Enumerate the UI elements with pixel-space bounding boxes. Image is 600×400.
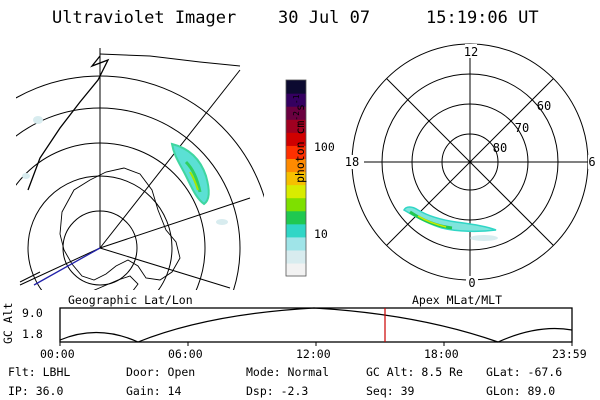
- colorbar-cell: [286, 93, 306, 107]
- gain-status: Gain: 14: [126, 384, 182, 398]
- intensity-colorbar: [285, 79, 307, 277]
- fov-boundary: [27, 55, 110, 191]
- fov-boundary: [99, 53, 241, 67]
- coastline: [93, 275, 139, 290]
- colorbar-cell: [286, 119, 306, 133]
- aurora-emission-polar: [403, 206, 498, 241]
- altitude-axis-label: GC Alt: [1, 302, 15, 344]
- mlat-label-70: 70: [515, 121, 529, 135]
- fov-boundary: [19, 271, 41, 283]
- geographic-map-panel: [16, 48, 264, 290]
- mlat-label-60: 60: [537, 99, 551, 113]
- time-tick-00: 00:00: [40, 347, 75, 361]
- colorbar-cell: [286, 80, 306, 94]
- colorbar-cell: [286, 197, 306, 212]
- sequence-status: Seq: 39: [366, 384, 415, 398]
- sunward-line: [33, 247, 101, 286]
- mlt-axis: [386, 78, 554, 246]
- colorbar-cell: [286, 236, 306, 251]
- observation-date: 30 Jul 07: [278, 8, 371, 28]
- colorbar-tick-10: 10: [314, 227, 328, 241]
- colorbar-cell: [286, 145, 306, 159]
- meridian-line: [99, 247, 231, 289]
- door-status: Door: Open: [126, 365, 196, 379]
- coastline: [59, 167, 181, 281]
- colorbar-cell: [286, 106, 306, 120]
- mlt-label-18: 18: [345, 155, 359, 169]
- mlt-label-0: 0: [468, 276, 475, 290]
- polar-mlat-mlt-plot: 12 6 0 18 60 70 80: [340, 43, 600, 290]
- gc-altitude-status: GC Alt: 8.5 Re: [366, 365, 463, 379]
- time-tick-2359: 23:59: [552, 347, 587, 361]
- meridian-line: [99, 69, 241, 249]
- apex-grid-label: Apex MLat/MLT: [412, 293, 503, 307]
- altitude-plot: [59, 307, 573, 346]
- colorbar-cell: [286, 262, 306, 277]
- latitude-circle: [16, 142, 206, 290]
- colorbar-cell: [286, 132, 306, 146]
- mlt-label-6: 6: [588, 155, 595, 169]
- instrument-title: Ultraviolet Imager: [52, 8, 237, 28]
- altitude-curve: [59, 307, 573, 343]
- geographic-grid-label: Geographic Lat/Lon: [68, 293, 193, 307]
- altitude-plot-frame: [59, 307, 573, 343]
- mlt-label-12: 12: [464, 45, 478, 59]
- colorbar-cell: [286, 184, 306, 199]
- dsp-status: Dsp: -2.3: [246, 384, 309, 398]
- observation-time: 15:19:06 UT: [426, 8, 539, 28]
- mode-status: Mode: Normal: [246, 365, 330, 379]
- mlat-label-80: 80: [493, 141, 507, 155]
- meridian-line: [19, 247, 101, 286]
- colorbar-tick-100: 100: [314, 140, 335, 154]
- time-tick-06: 06:00: [168, 347, 203, 361]
- colorbar-cell: [286, 210, 306, 225]
- colorbar-cell: [286, 158, 306, 173]
- meridian-line: [99, 197, 251, 249]
- geo-longitude-status: GLon: 89.0: [486, 384, 556, 398]
- filter-status: Flt: LBHL: [8, 365, 71, 379]
- colorbar-cells: [286, 80, 306, 277]
- colorbar-cell: [286, 171, 306, 186]
- colorbar-cell: [286, 249, 306, 264]
- ip-status: IP: 36.0: [8, 384, 64, 398]
- colorbar-cell: [286, 223, 306, 238]
- aurora-emission-geo: [22, 116, 228, 225]
- altitude-tick-1-8: 1.8: [22, 327, 43, 341]
- time-tick-12: 12:00: [296, 347, 331, 361]
- time-tick-18: 18:00: [424, 347, 459, 361]
- geo-latitude-status: GLat: -67.6: [486, 365, 563, 379]
- altitude-tick-9: 9.0: [22, 306, 43, 320]
